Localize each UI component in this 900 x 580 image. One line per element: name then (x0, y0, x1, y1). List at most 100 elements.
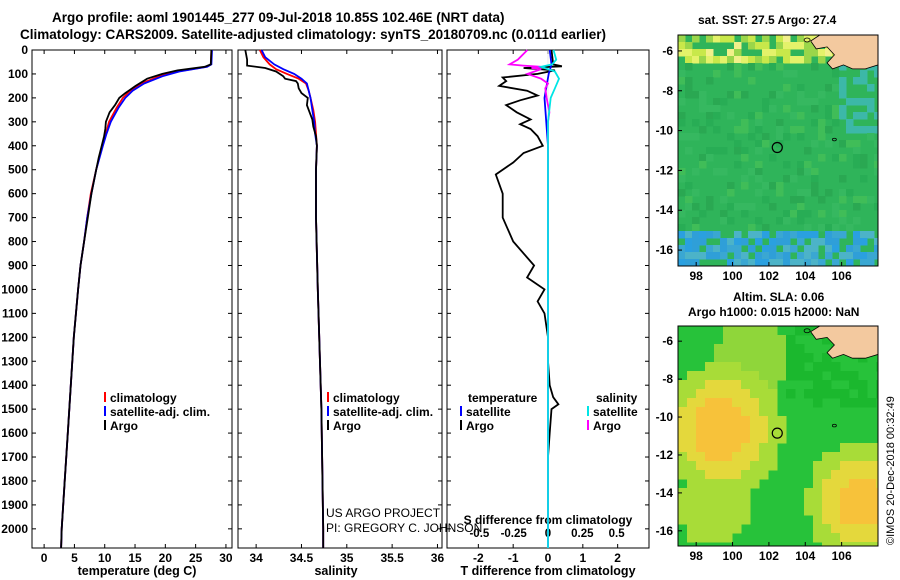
altimetry-map-cell (723, 335, 733, 345)
sst-map-cell (720, 147, 728, 155)
altimetry-map-cell (714, 461, 724, 471)
altimetry-map-cell (813, 497, 823, 507)
altimetry-map-cell (876, 524, 878, 534)
sst-map-cell (832, 245, 840, 253)
altimetry-map-cell (723, 461, 733, 471)
sst-map-cell (797, 210, 805, 218)
project-credit: US ARGO PROJECT PI: GREGORY C. JOHNSON (326, 506, 482, 535)
sst-map-cell (692, 133, 700, 141)
altimetry-map-cell (759, 416, 769, 426)
altimetry-map-cell (876, 452, 878, 462)
altimetry-map-cell (723, 371, 733, 381)
sst-map-cell (825, 140, 833, 148)
sst-map-cell (860, 77, 868, 85)
sst-map-cell (706, 35, 714, 43)
altimetry-map-cell (696, 479, 706, 489)
sst-map-cell (678, 49, 686, 57)
temperature-x-tick-label: 15 (128, 551, 142, 565)
sst-map-cell (818, 238, 826, 246)
sst-map-cell (699, 154, 707, 162)
difference-x-tick-label: -2 (473, 551, 484, 565)
sst-map-cell (797, 189, 805, 197)
sst-map-cell (874, 245, 878, 253)
sst-map-cell (818, 126, 826, 134)
altimetry-map-cell (876, 542, 878, 546)
altimetry-map-cell (867, 479, 877, 489)
altimetry-map-cell (732, 371, 742, 381)
sst-map-cell (755, 189, 763, 197)
altimetry-map-cell (876, 497, 878, 507)
sst-map-cell (825, 238, 833, 246)
altimetry-map-cell (732, 461, 742, 471)
sst-map-cell (790, 175, 798, 183)
altimetry-map-x-tick-label: 102 (759, 549, 779, 563)
sst-map-cell (755, 140, 763, 148)
altimetry-map-cell (741, 506, 751, 516)
sst-map-cell (874, 168, 878, 176)
sst-map-cell (748, 168, 756, 176)
altimetry-map-cell (705, 506, 715, 516)
sst-map-cell (706, 245, 714, 253)
altimetry-map-cell (723, 470, 733, 480)
sst-map-cell (783, 161, 791, 169)
sst-map-cell (685, 77, 693, 85)
sst-map-cell (783, 35, 791, 43)
altimetry-map-cell (840, 443, 850, 453)
altimetry-map-cell (768, 398, 778, 408)
altimetry-map-cell (741, 425, 751, 435)
sst-map-cell (685, 245, 693, 253)
sst-map-cell (790, 196, 798, 204)
altimetry-map-cell (768, 452, 778, 462)
altimetry-map-cell (876, 389, 878, 399)
altimetry-map-cell (750, 461, 760, 471)
sst-map-cell (860, 112, 868, 120)
altimetry-map-cell (741, 443, 751, 453)
altimetry-map-cell (678, 497, 688, 507)
sst-map-cell (790, 112, 798, 120)
altimetry-map-cell (822, 497, 832, 507)
altimetry-map-cell (822, 461, 832, 471)
sst-map-cell (699, 56, 707, 64)
altimetry-map-x-tick-label: 100 (723, 549, 743, 563)
altimetry-map-cell (867, 452, 877, 462)
altimetry-map-cell (723, 452, 733, 462)
altimetry-map-cell (795, 344, 805, 354)
altimetry-map-cell (750, 443, 760, 453)
altimetry-map-cell (759, 353, 769, 363)
sst-map-cell (727, 238, 735, 246)
altimetry-map-cell (750, 425, 760, 435)
altimetry-map-cell (750, 335, 760, 345)
sst-map-cell (853, 238, 861, 246)
altimetry-map-cell (705, 371, 715, 381)
sst-map-cell (762, 252, 770, 260)
sst-map-cell (748, 259, 756, 266)
sst-map-cell (713, 105, 721, 113)
sst-map-cell (804, 259, 812, 266)
altimetry-map-cell (876, 506, 878, 516)
y-tick-label: 1600 (1, 426, 28, 440)
altimetry-map-cell (750, 362, 760, 372)
altimetry-map-cell (714, 362, 724, 372)
altimetry-map-cell (741, 362, 751, 372)
sst-map-cell (776, 49, 784, 57)
sst-map-cell (811, 245, 819, 253)
salinity-satellite-adj--clim--line (260, 49, 325, 548)
altimetry-map-cell (822, 452, 832, 462)
sst-map-cell (874, 70, 878, 78)
altimetry-map-cell (867, 497, 877, 507)
sst-map-cell (874, 238, 878, 246)
sst-map-cell (762, 231, 770, 239)
sst-map-cell (797, 126, 805, 134)
y-tick-label: 500 (8, 163, 28, 177)
altimetry-map-cell (759, 407, 769, 417)
sst-map-cell (811, 63, 819, 71)
sst-map-cell (734, 49, 742, 57)
altimetry-map-cell (732, 443, 742, 453)
sst-map-cell (783, 84, 791, 92)
altimetry-map-cell (822, 470, 832, 480)
altimetry-map-cell (714, 380, 724, 390)
altimetry-map-cell (768, 461, 778, 471)
altimetry-map-cell (849, 506, 859, 516)
sst-map-cell (797, 203, 805, 211)
sst-map-cell (755, 259, 763, 266)
